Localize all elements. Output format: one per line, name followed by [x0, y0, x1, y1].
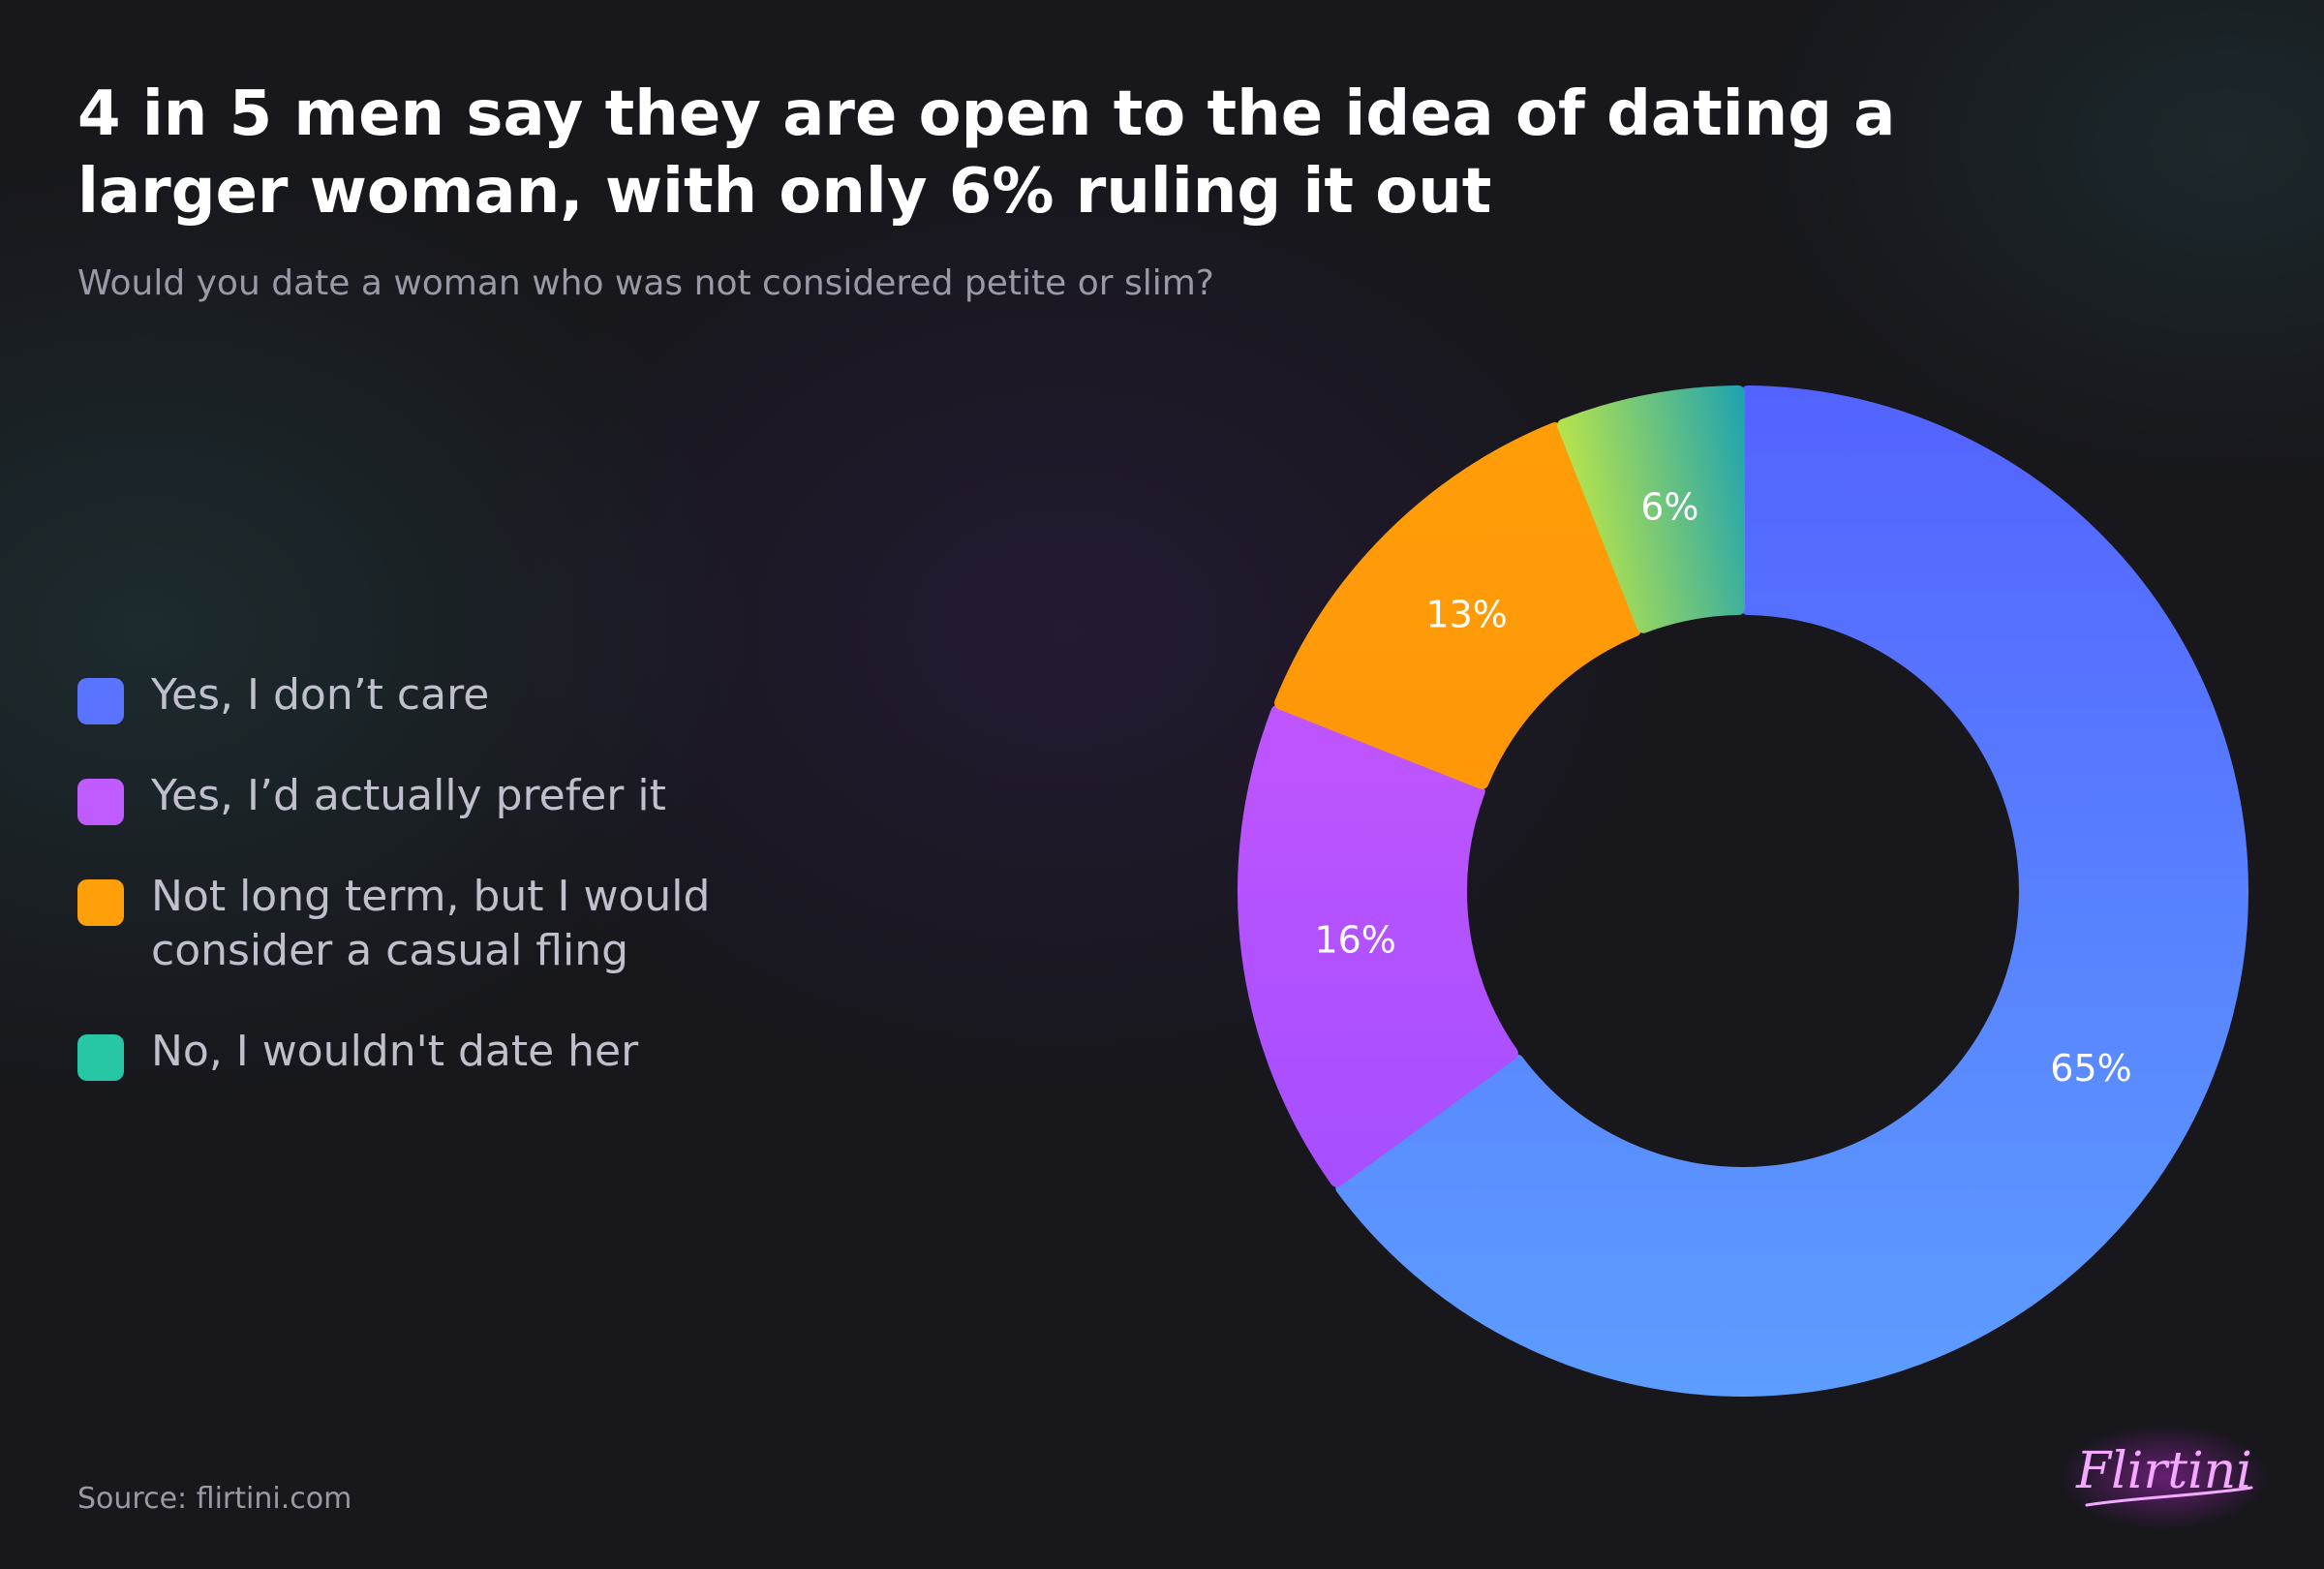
- data-label: 16%: [1314, 919, 1395, 962]
- donut-slices: [1238, 385, 2248, 1397]
- legend-item-prefer-it: Yes, I’d actually prefer it: [77, 769, 872, 825]
- legend-swatch-blue: [77, 678, 124, 724]
- legend-swatch-purple: [77, 779, 124, 825]
- data-label: 13%: [1425, 594, 1507, 636]
- donut-chart-svg: 65% 16% 13% 6%: [1238, 385, 2248, 1397]
- donut-chart: 65% 16% 13% 6%: [1220, 368, 2266, 1414]
- legend-label: No, I wouldn't date her: [151, 1027, 639, 1076]
- data-label: 65%: [2050, 1047, 2131, 1090]
- legend-label: Yes, I’d actually prefer it: [151, 771, 666, 820]
- legend-item-wouldnt-date: No, I wouldn't date her: [77, 1025, 872, 1081]
- donut-labels: 65% 16% 13% 6%: [1314, 486, 2131, 1091]
- flirtini-logo-svg: Flirtini: [2075, 1442, 2253, 1507]
- donut-slice: [1274, 422, 1641, 789]
- flirtini-logo: Flirtini: [2058, 1424, 2271, 1530]
- donut-slice: [1557, 385, 1745, 633]
- legend-label: Yes, I don’t care: [151, 670, 490, 720]
- legend-swatch-teal: [77, 1034, 124, 1081]
- chart-title: 4 in 5 men say they are open to the idea…: [77, 78, 1896, 228]
- legend-item-dont-care: Yes, I don’t care: [77, 668, 872, 724]
- logo-underline: [2085, 1486, 2253, 1507]
- source-credit: Source: flirtini.com: [77, 1482, 352, 1516]
- data-label: 6%: [1640, 486, 1698, 529]
- donut-slice: [1335, 385, 2248, 1397]
- legend-swatch-orange: [77, 879, 124, 926]
- chart-subtitle: Would you date a woman who was not consi…: [77, 263, 1214, 303]
- legend-label: Not long term, but I would consider a ca…: [151, 872, 711, 975]
- donut-slice: [1238, 705, 1518, 1187]
- legend-item-casual-fling: Not long term, but I would consider a ca…: [77, 870, 872, 978]
- chart-legend: Yes, I don’t care Yes, I’d actually pref…: [77, 668, 872, 1125]
